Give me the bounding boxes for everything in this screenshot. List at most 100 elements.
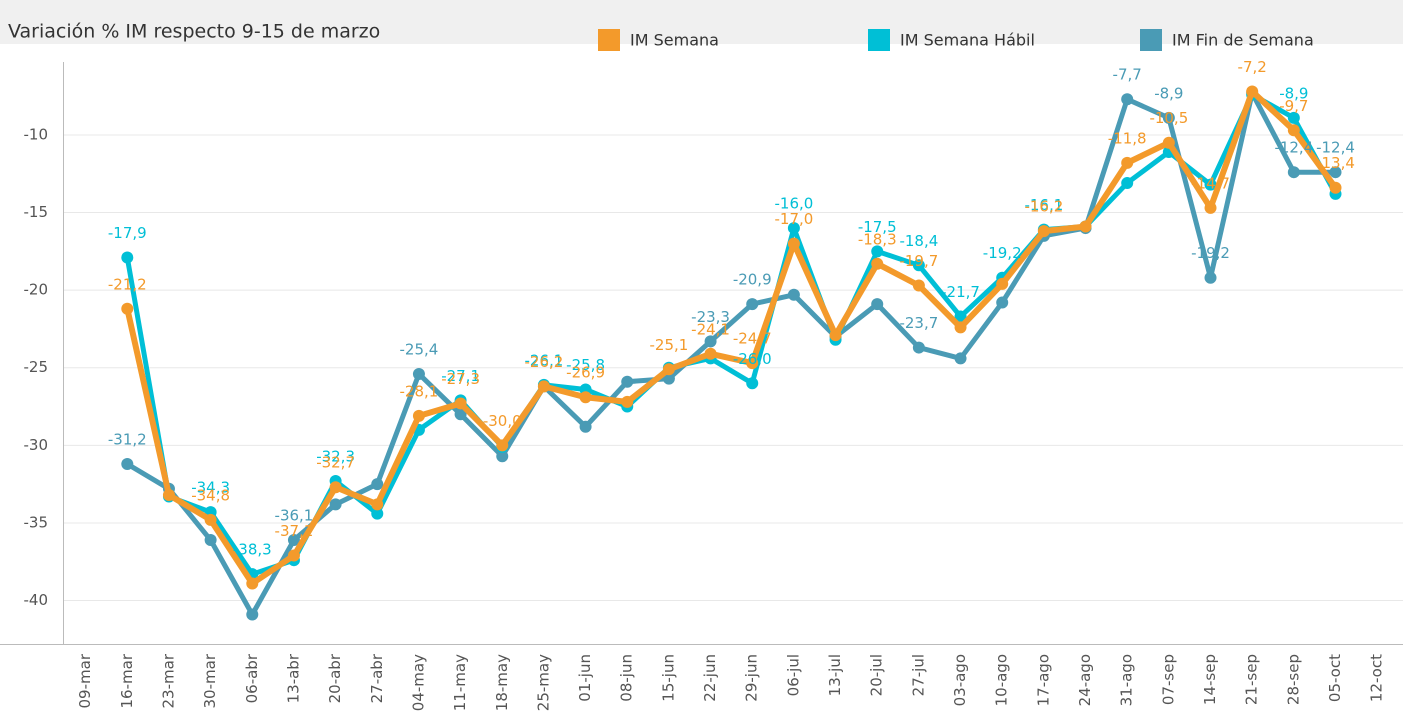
data-point	[1287, 124, 1300, 137]
x-tick-label: 05-oct	[1326, 654, 1344, 702]
value-label: -16,1	[1024, 196, 1063, 214]
x-tick-label: 20-jul	[868, 654, 886, 696]
data-point	[954, 352, 967, 365]
data-point	[746, 298, 759, 311]
data-point	[412, 409, 425, 422]
data-point	[1162, 136, 1175, 149]
data-point	[121, 251, 134, 264]
x-tick-label: 06-jul	[784, 654, 802, 696]
value-label: -7,7	[1113, 66, 1142, 84]
data-point	[329, 498, 342, 511]
data-point	[1204, 178, 1217, 191]
x-tick-label: 09-mar	[76, 653, 94, 708]
value-label: -7,2	[1238, 58, 1267, 76]
data-point	[246, 608, 259, 621]
data-point	[1287, 111, 1300, 124]
x-tick-label: 23-mar	[159, 653, 177, 708]
data-point	[912, 279, 925, 292]
x-tick-label: 20-abr	[326, 653, 344, 703]
x-tick-label: 07-sep	[1159, 654, 1177, 705]
data-point	[1287, 166, 1300, 179]
value-label: -26,2	[525, 353, 564, 371]
value-label: -21,2	[108, 275, 147, 293]
x-tick-label: 24-ago	[1076, 654, 1094, 706]
value-label: -24,1	[691, 320, 730, 338]
value-label: -27,3	[441, 370, 480, 388]
data-point	[1079, 220, 1092, 233]
data-point	[912, 341, 925, 354]
data-point	[204, 534, 217, 547]
data-point	[704, 335, 717, 348]
data-point	[621, 375, 634, 388]
series-line	[126, 90, 1336, 618]
series-line	[124, 92, 1338, 577]
x-tick-label: 13-jul	[826, 654, 844, 696]
value-label: -19,2	[983, 244, 1022, 262]
data-point	[579, 420, 592, 433]
data-point	[662, 372, 675, 385]
x-tick-label: 15-jun	[659, 654, 677, 702]
x-tick-label: 28-sep	[1284, 654, 1302, 705]
value-label: -14,7	[1191, 174, 1230, 192]
data-point	[121, 457, 134, 470]
value-label: -26,9	[566, 364, 605, 382]
x-tick-label: 14-sep	[1201, 654, 1219, 705]
data-point	[1204, 271, 1217, 284]
chart-title: Variación % IM respecto 9-15 de marzo	[8, 21, 380, 43]
series-line	[124, 88, 1338, 587]
x-tick-label: 06-abr	[243, 653, 261, 703]
data-point	[579, 391, 592, 404]
value-label: -30,0	[483, 412, 522, 430]
data-point	[371, 507, 384, 520]
value-label: -21,7	[941, 283, 980, 301]
data-point	[787, 237, 800, 250]
x-tick-label: 27-abr	[368, 653, 386, 703]
data-point	[787, 222, 800, 235]
x-tick-label: 29-jun	[743, 654, 761, 702]
value-label: -38,3	[233, 541, 272, 559]
x-tick-label: 21-sep	[1243, 654, 1261, 705]
x-tick-label: 18-may	[493, 654, 511, 711]
legend-label: IM Semana	[630, 31, 719, 50]
x-tick-label: 13-abr	[284, 653, 302, 703]
data-point	[1121, 156, 1134, 169]
x-tick-label: 04-may	[409, 654, 427, 711]
data-point	[746, 357, 759, 370]
x-tick-label: 10-ago	[993, 654, 1011, 706]
header-band	[0, 0, 1403, 44]
value-label: -20,9	[733, 271, 772, 289]
data-point	[1121, 177, 1134, 190]
x-tick-label: 25-may	[534, 654, 552, 711]
data-point	[204, 513, 217, 526]
y-tick-label: -15	[24, 203, 49, 221]
x-tick-label: 16-mar	[118, 653, 136, 708]
value-label: -26,0	[733, 350, 772, 368]
value-label: -13,4	[1316, 154, 1355, 172]
data-point	[996, 296, 1009, 309]
data-point	[287, 534, 300, 547]
data-point	[704, 347, 717, 360]
value-label: -32,3	[316, 448, 355, 466]
legend-swatch	[868, 29, 890, 51]
data-point	[496, 450, 509, 463]
value-label: -24,7	[733, 330, 772, 348]
y-tick-label: -35	[24, 513, 49, 531]
value-label: -18,3	[858, 230, 897, 248]
data-point	[1121, 93, 1134, 106]
value-label: -8,9	[1154, 84, 1183, 102]
value-label: -10,5	[1149, 109, 1188, 127]
data-point	[371, 478, 384, 491]
value-label: -25,1	[650, 336, 689, 354]
value-label: -16,0	[774, 195, 813, 213]
value-label: -12,4	[1274, 139, 1313, 157]
data-point	[871, 245, 884, 258]
value-label: -34,3	[191, 479, 230, 497]
value-label: -34,8	[191, 486, 230, 504]
value-label: -17,9	[108, 224, 147, 242]
legend-label: IM Fin de Semana	[1172, 31, 1314, 50]
x-tick-label: 01-jun	[576, 654, 594, 702]
x-tick-label: 31-ago	[1118, 654, 1136, 706]
data-point	[287, 549, 300, 562]
x-tick-label: 03-ago	[951, 654, 969, 706]
y-tick-label: -10	[24, 125, 49, 143]
